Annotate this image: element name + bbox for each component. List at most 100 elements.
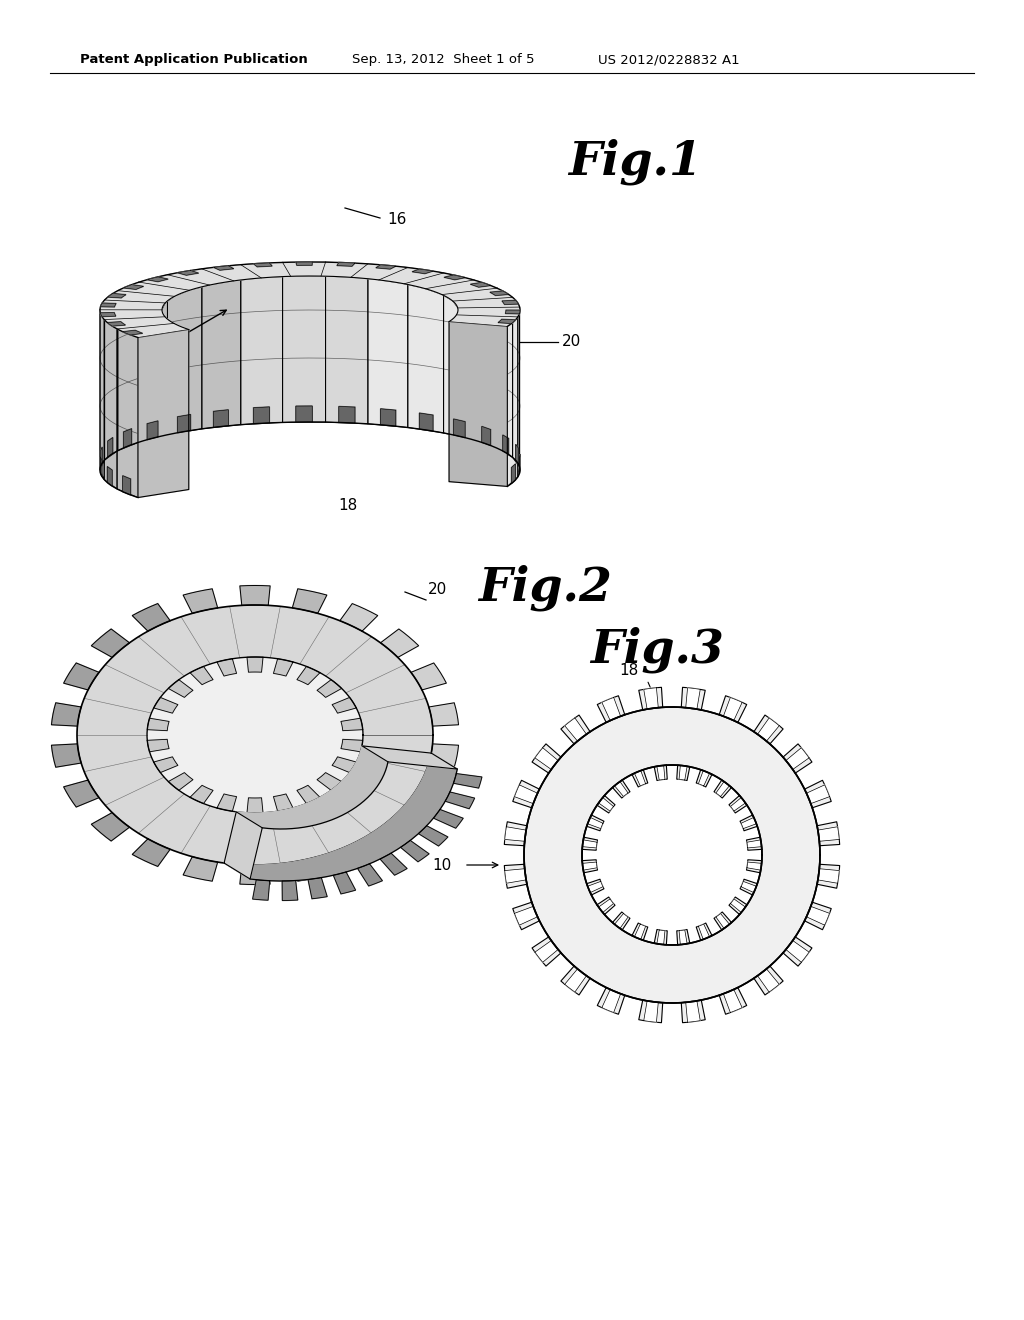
Polygon shape <box>224 754 458 880</box>
Polygon shape <box>381 630 419 657</box>
Polygon shape <box>561 715 590 744</box>
Polygon shape <box>168 680 193 697</box>
Polygon shape <box>254 407 269 424</box>
Polygon shape <box>123 330 142 335</box>
Polygon shape <box>168 772 193 791</box>
Text: Patent Application Publication: Patent Application Publication <box>80 54 308 66</box>
Polygon shape <box>746 840 762 847</box>
Polygon shape <box>583 840 597 847</box>
Polygon shape <box>535 747 558 770</box>
Polygon shape <box>91 813 129 841</box>
Polygon shape <box>740 814 758 830</box>
Polygon shape <box>505 865 527 888</box>
Polygon shape <box>154 697 178 713</box>
Polygon shape <box>429 702 459 726</box>
Polygon shape <box>108 322 125 326</box>
Polygon shape <box>507 317 518 486</box>
Polygon shape <box>489 290 509 296</box>
Polygon shape <box>639 688 663 710</box>
Polygon shape <box>297 785 319 804</box>
Polygon shape <box>686 688 700 709</box>
Polygon shape <box>807 785 829 804</box>
Polygon shape <box>443 273 474 440</box>
Polygon shape <box>168 269 233 285</box>
Polygon shape <box>561 966 590 995</box>
Polygon shape <box>368 264 408 428</box>
Polygon shape <box>124 285 143 289</box>
Polygon shape <box>442 288 513 301</box>
Polygon shape <box>100 447 102 467</box>
Polygon shape <box>583 859 597 873</box>
Polygon shape <box>754 715 783 744</box>
Polygon shape <box>564 718 587 741</box>
Polygon shape <box>635 924 645 940</box>
Polygon shape <box>341 718 362 731</box>
Polygon shape <box>719 987 746 1014</box>
Polygon shape <box>505 822 527 846</box>
Polygon shape <box>723 697 742 721</box>
Polygon shape <box>411 663 446 690</box>
Polygon shape <box>635 771 645 785</box>
Polygon shape <box>411 780 446 807</box>
Polygon shape <box>147 277 168 281</box>
Polygon shape <box>104 290 118 461</box>
Polygon shape <box>599 899 613 912</box>
Polygon shape <box>337 263 355 267</box>
Polygon shape <box>502 301 518 305</box>
Polygon shape <box>783 937 812 966</box>
Polygon shape <box>247 797 263 813</box>
Polygon shape <box>654 929 668 945</box>
Polygon shape <box>379 268 443 284</box>
Polygon shape <box>339 407 355 424</box>
Polygon shape <box>425 280 497 294</box>
Polygon shape <box>224 812 262 879</box>
Polygon shape <box>433 809 463 828</box>
Polygon shape <box>100 457 102 477</box>
Polygon shape <box>696 923 712 940</box>
Polygon shape <box>639 1001 663 1023</box>
Polygon shape <box>532 937 561 966</box>
Polygon shape <box>408 268 443 433</box>
Polygon shape <box>292 589 327 614</box>
Polygon shape <box>326 263 368 424</box>
Polygon shape <box>454 774 482 788</box>
Polygon shape <box>147 657 362 813</box>
Polygon shape <box>296 261 312 265</box>
Polygon shape <box>454 418 465 438</box>
Text: 10: 10 <box>142 338 162 354</box>
Polygon shape <box>505 869 526 883</box>
Text: 20: 20 <box>562 334 582 350</box>
Polygon shape <box>100 310 104 479</box>
Polygon shape <box>254 263 272 267</box>
Polygon shape <box>202 265 241 429</box>
Polygon shape <box>681 688 706 710</box>
Polygon shape <box>514 785 538 804</box>
Polygon shape <box>719 696 746 722</box>
Polygon shape <box>817 865 840 888</box>
Polygon shape <box>183 589 218 614</box>
Polygon shape <box>716 913 729 928</box>
Text: 10: 10 <box>433 858 452 873</box>
Polygon shape <box>587 814 604 830</box>
Polygon shape <box>644 1001 658 1022</box>
Polygon shape <box>283 263 326 276</box>
Polygon shape <box>217 659 237 676</box>
Polygon shape <box>583 862 597 870</box>
Polygon shape <box>730 797 745 810</box>
Polygon shape <box>308 878 328 899</box>
Polygon shape <box>470 282 490 288</box>
Polygon shape <box>582 766 762 945</box>
Text: 16: 16 <box>616 781 636 796</box>
Polygon shape <box>513 902 540 929</box>
Polygon shape <box>746 837 762 850</box>
Text: 10: 10 <box>109 813 128 828</box>
Polygon shape <box>516 445 518 465</box>
Polygon shape <box>283 263 326 422</box>
Polygon shape <box>513 780 540 808</box>
Polygon shape <box>599 797 613 810</box>
Polygon shape <box>597 696 625 722</box>
Polygon shape <box>124 285 143 289</box>
Polygon shape <box>100 304 116 308</box>
Polygon shape <box>147 421 158 440</box>
Polygon shape <box>746 862 762 870</box>
